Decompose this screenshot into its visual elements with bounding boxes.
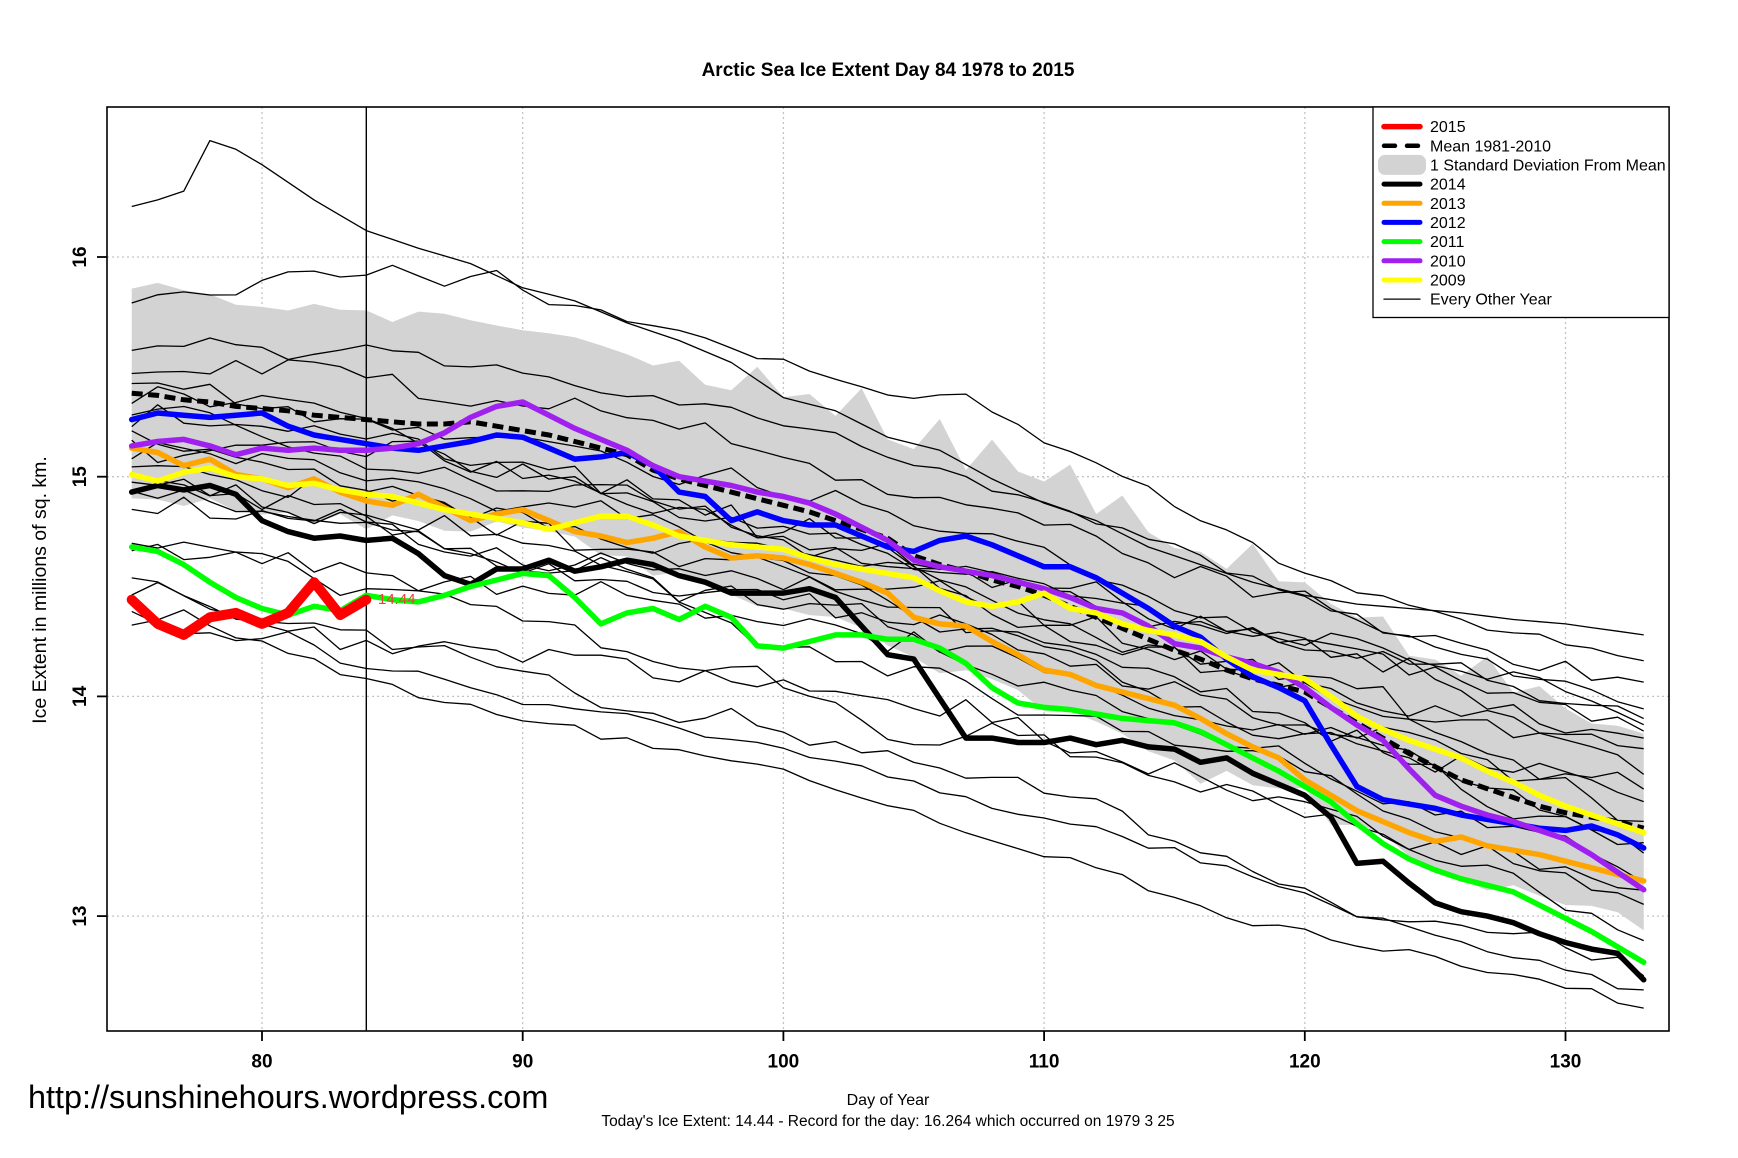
svg-text:http://sunshinehours.wordpress: http://sunshinehours.wordpress.com [28,1079,548,1115]
svg-text:120: 120 [1289,1052,1321,1073]
svg-text:80: 80 [251,1052,272,1073]
svg-text:1 Standard Deviation From Mean: 1 Standard Deviation From Mean [1430,157,1666,174]
svg-text:Day of Year: Day of Year [847,1092,930,1109]
svg-text:Every Other Year: Every Other Year [1430,292,1553,309]
svg-text:15: 15 [70,466,91,488]
svg-text:14.44: 14.44 [378,591,416,608]
svg-text:Mean 1981-2010: Mean 1981-2010 [1430,138,1551,155]
svg-text:130: 130 [1550,1052,1582,1073]
svg-text:16: 16 [70,246,91,267]
svg-text:Arctic Sea Ice Extent Day 84 1: Arctic Sea Ice Extent Day 84 1978 to 201… [702,60,1075,81]
svg-text:14: 14 [70,685,91,707]
svg-text:13: 13 [70,906,91,927]
svg-text:2011: 2011 [1430,234,1465,251]
svg-text:90: 90 [512,1052,533,1073]
svg-text:2014: 2014 [1430,177,1466,194]
svg-text:110: 110 [1029,1052,1060,1073]
svg-text:2012: 2012 [1430,215,1466,232]
svg-text:Today's Ice Extent: 14.44 - R: Today's Ice Extent: 14.44 - Record for t… [601,1113,1174,1130]
svg-text:100: 100 [768,1052,800,1073]
svg-text:2015: 2015 [1430,119,1466,136]
svg-text:Ice Extent in millions of sq.: Ice Extent in millions of sq. km. [29,456,51,724]
svg-text:2013: 2013 [1430,196,1466,213]
svg-text:2010: 2010 [1430,253,1466,270]
svg-text:2009: 2009 [1430,273,1466,290]
